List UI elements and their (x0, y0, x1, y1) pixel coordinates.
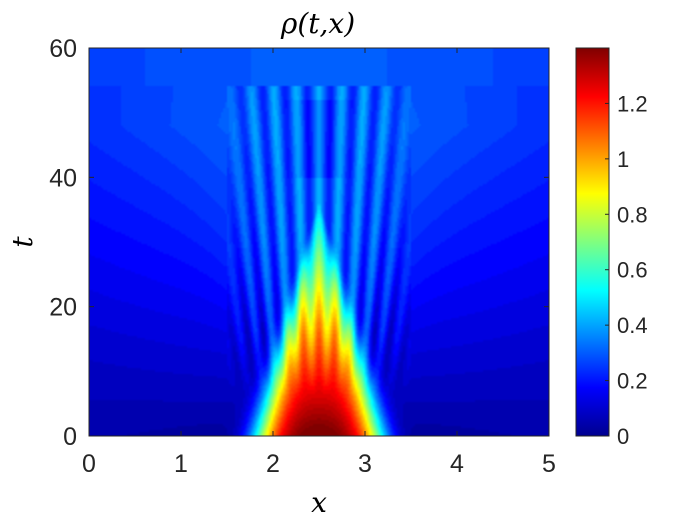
x-axis-ticks: 0 1 2 3 4 5 (82, 48, 556, 478)
colorbar-tick-label: 0.4 (617, 313, 648, 338)
x-tick-label: 0 (82, 450, 96, 478)
y-tick-label: 0 (63, 423, 77, 451)
x-axis-label: x (311, 486, 327, 519)
colorbar-tick-label: 0 (617, 424, 629, 449)
chart-title: ρ(t,x) (280, 7, 355, 40)
colorbar-tick-label: 0.6 (617, 258, 648, 283)
colorbar-tick-label: 0.8 (617, 202, 648, 227)
y-tick-label: 40 (49, 164, 77, 192)
y-axis-ticks: 0 20 40 60 (49, 35, 549, 451)
colorbar-tick-label: 0.2 (617, 369, 648, 394)
plot-area (88, 47, 550, 437)
x-tick-label: 3 (358, 450, 372, 478)
x-tick-label: 1 (174, 450, 188, 478)
colorbar-tick-label: 1.2 (617, 91, 648, 116)
y-tick-label: 60 (49, 35, 77, 63)
heatmap-image (89, 48, 549, 436)
plot-frame (88, 47, 550, 437)
y-axis-label: t (6, 236, 39, 248)
x-tick-label: 2 (266, 450, 280, 478)
colorbar: 0 0.2 0.4 0.6 0.8 1 1.2 (575, 47, 648, 449)
colorbar-tick-label: 1 (617, 147, 629, 172)
y-tick-label: 20 (49, 294, 77, 322)
x-tick-label: 5 (542, 450, 556, 478)
x-tick-label: 4 (450, 450, 464, 478)
colorbar-ticks: 0 0.2 0.4 0.6 0.8 1 1.2 (605, 91, 648, 449)
colorbar-gradient (575, 47, 610, 437)
